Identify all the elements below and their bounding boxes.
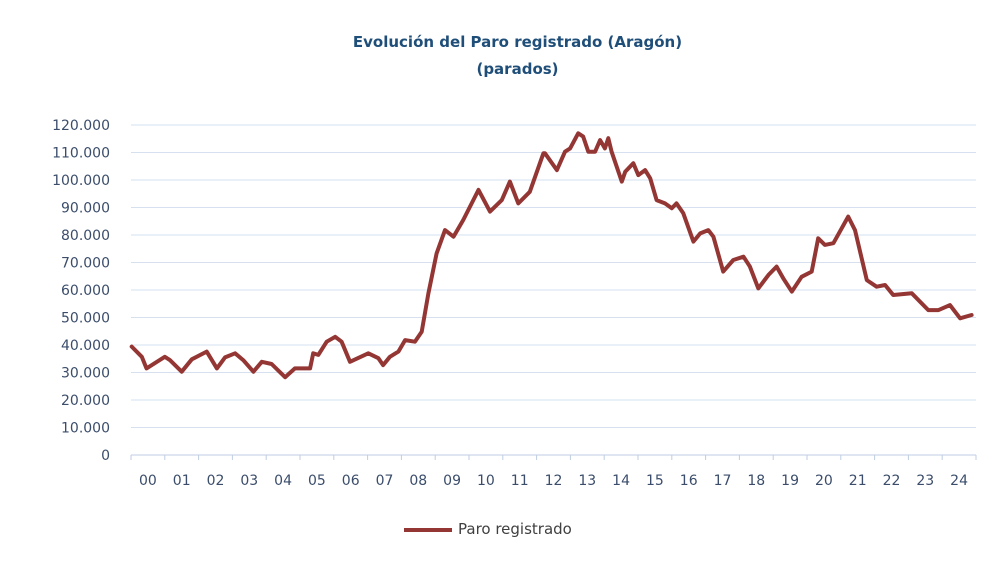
y-tick-label: 40.000 — [61, 338, 110, 354]
x-tick-label: 22 — [883, 473, 901, 489]
x-tick-label: 13 — [578, 473, 596, 489]
x-tick-label: 12 — [545, 473, 563, 489]
x-tick-label: 08 — [409, 473, 427, 489]
x-tick-label: 09 — [443, 473, 461, 489]
chart-title: Evolución del Paro registrado (Aragón) — [352, 33, 683, 51]
x-tick-label: 00 — [139, 473, 157, 489]
x-tick-label: 15 — [646, 473, 664, 489]
x-tick-label: 23 — [916, 473, 934, 489]
x-tick-label: 04 — [274, 473, 292, 489]
y-tick-label: 60.000 — [61, 283, 110, 299]
y-tick-label: 70.000 — [61, 256, 110, 272]
x-tick-label: 03 — [240, 473, 258, 489]
y-tick-label: 80.000 — [61, 228, 110, 244]
x-tick-label: 06 — [342, 473, 360, 489]
x-tick-label: 05 — [308, 473, 326, 489]
x-tick-label: 07 — [376, 473, 394, 489]
y-tick-label: 120.000 — [52, 118, 110, 134]
x-tick-label: 17 — [714, 473, 732, 489]
x-tick-label: 14 — [612, 473, 630, 489]
x-tick-label: 11 — [511, 473, 529, 489]
x-tick-label: 18 — [747, 473, 765, 489]
x-tick-label: 20 — [815, 473, 833, 489]
x-tick-label: 16 — [680, 473, 698, 489]
legend-label: Paro registrado — [458, 520, 572, 538]
y-tick-label: 50.000 — [61, 311, 110, 327]
x-tick-label: 02 — [207, 473, 225, 489]
y-tick-label: 110.000 — [52, 146, 110, 162]
chart-subtitle: (parados) — [476, 60, 559, 78]
x-tick-label: 01 — [173, 473, 191, 489]
series-line-paro-registrado — [129, 131, 974, 380]
y-tick-label: 10.000 — [61, 421, 110, 437]
y-tick-label: 20.000 — [61, 393, 110, 409]
x-tick-label: 19 — [781, 473, 799, 489]
y-tick-label: 0 — [101, 448, 110, 464]
y-tick-label: 90.000 — [61, 201, 110, 217]
x-tick-label: 24 — [950, 473, 968, 489]
y-tick-label: 30.000 — [61, 366, 110, 382]
x-tick-label: 10 — [477, 473, 495, 489]
x-tick-label: 21 — [849, 473, 867, 489]
y-tick-label: 100.000 — [52, 173, 110, 189]
